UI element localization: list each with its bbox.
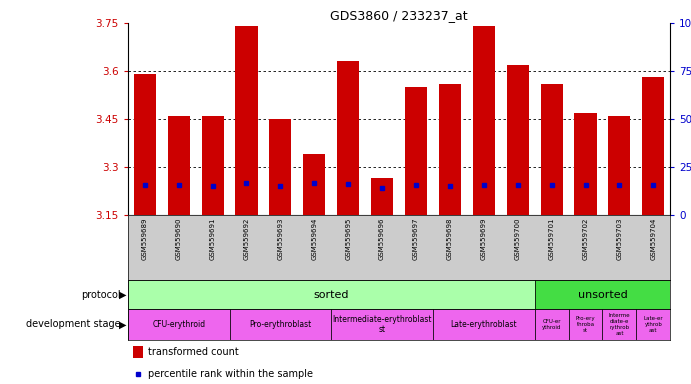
Bar	[535, 280, 670, 309]
Bar	[303, 154, 325, 215]
Text: ▶: ▶	[119, 319, 126, 329]
Text: GSM559693: GSM559693	[277, 218, 283, 260]
Text: percentile rank within the sample: percentile rank within the sample	[149, 369, 314, 379]
Text: Pro-erythroblast: Pro-erythroblast	[249, 320, 312, 329]
Text: CFU-er
ythroid: CFU-er ythroid	[542, 319, 561, 330]
Bar	[168, 116, 190, 215]
Bar	[569, 309, 603, 340]
Text: GSM559691: GSM559691	[209, 218, 216, 260]
Text: GSM559703: GSM559703	[616, 218, 623, 260]
Bar	[133, 346, 143, 358]
Bar	[643, 78, 664, 215]
Text: sorted: sorted	[314, 290, 349, 300]
Text: GSM559692: GSM559692	[243, 218, 249, 260]
Bar	[433, 309, 535, 340]
Text: development stage: development stage	[26, 319, 121, 329]
Text: GSM559702: GSM559702	[583, 218, 589, 260]
Bar	[540, 84, 562, 215]
Text: Late-er
ythrob
ast: Late-er ythrob ast	[643, 316, 663, 333]
Text: GSM559694: GSM559694	[312, 218, 317, 260]
Text: Intermediate-erythroblast
st: Intermediate-erythroblast st	[332, 315, 432, 334]
Bar	[507, 65, 529, 215]
Bar	[603, 309, 636, 340]
Bar	[202, 116, 224, 215]
Text: GSM559697: GSM559697	[413, 218, 419, 260]
Text: Interme
diate-e
rythrob
ast: Interme diate-e rythrob ast	[609, 313, 630, 336]
Text: ▶: ▶	[119, 290, 126, 300]
Text: transformed count: transformed count	[149, 347, 239, 357]
Text: GSM559699: GSM559699	[481, 218, 486, 260]
Bar	[331, 309, 433, 340]
Bar	[269, 119, 292, 215]
Text: GSM559700: GSM559700	[515, 218, 521, 260]
Bar	[405, 87, 427, 215]
Text: GSM559695: GSM559695	[346, 218, 351, 260]
Bar	[608, 116, 630, 215]
Text: CFU-erythroid: CFU-erythroid	[152, 320, 205, 329]
Bar	[473, 26, 495, 215]
Bar	[535, 309, 569, 340]
Bar	[371, 178, 393, 215]
Text: Late-erythroblast: Late-erythroblast	[451, 320, 517, 329]
Bar	[128, 309, 229, 340]
Text: GSM559696: GSM559696	[379, 218, 385, 260]
Text: Pro-ery
throba
st: Pro-ery throba st	[576, 316, 596, 333]
Text: GSM559689: GSM559689	[142, 218, 148, 260]
Text: protocol: protocol	[82, 290, 121, 300]
Bar	[229, 309, 331, 340]
Text: unsorted: unsorted	[578, 290, 627, 300]
Text: GSM559690: GSM559690	[176, 218, 182, 260]
Bar	[128, 280, 535, 309]
Text: GSM559701: GSM559701	[549, 218, 555, 260]
Text: GSM559704: GSM559704	[650, 218, 656, 260]
Bar	[236, 26, 258, 215]
Bar	[574, 113, 596, 215]
Bar	[636, 309, 670, 340]
Title: GDS3860 / 233237_at: GDS3860 / 233237_at	[330, 9, 468, 22]
Text: GSM559698: GSM559698	[447, 218, 453, 260]
Bar	[337, 61, 359, 215]
Bar	[134, 74, 155, 215]
Bar	[439, 84, 461, 215]
